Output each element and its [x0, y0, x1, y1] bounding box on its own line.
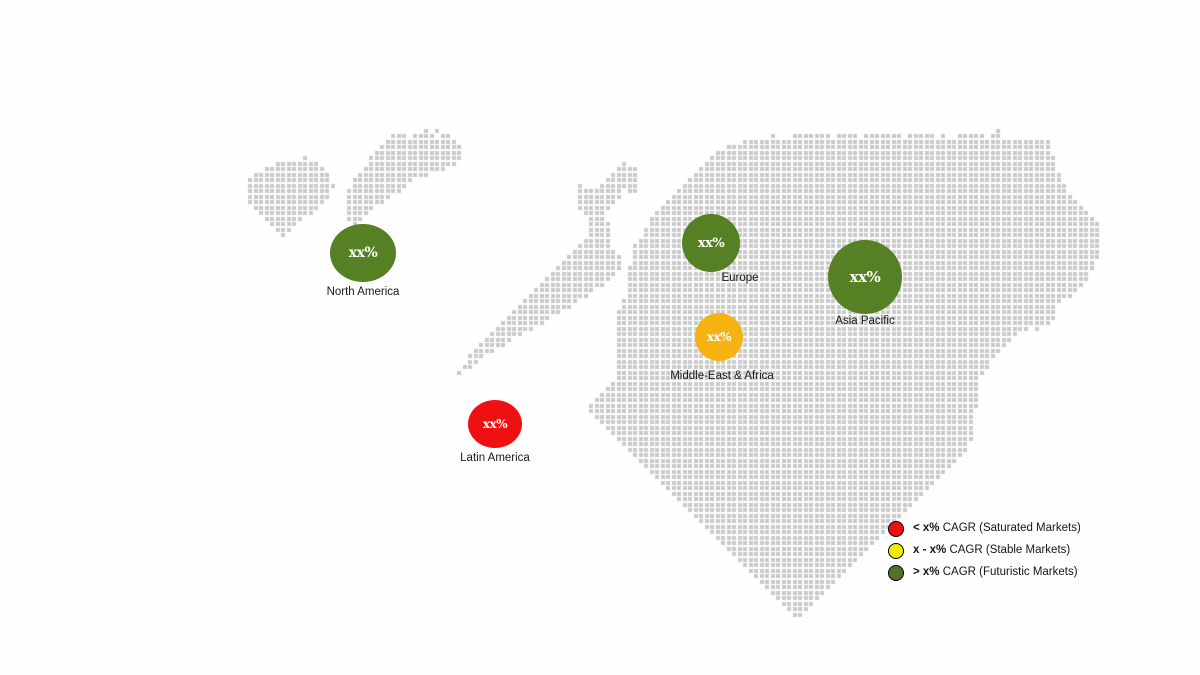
region-bubble-value: xx% [706, 330, 732, 344]
legend-item-saturated[interactable]: < x% CAGR (Saturated Markets) [888, 518, 1088, 540]
legend-description: CAGR (Saturated Markets) [939, 522, 1081, 535]
legend-threshold: > x% [913, 566, 940, 579]
region-bubble-north-america[interactable]: xx% [330, 224, 396, 282]
legend-item-futuristic[interactable]: > x% CAGR (Futuristic Markets) [888, 562, 1088, 584]
legend: < x% CAGR (Saturated Markets) x - x% CAGR… [888, 518, 1088, 584]
legend-label-stable: x - x% CAGR (Stable Markets) [913, 545, 1070, 557]
region-label-north-america: North America [326, 286, 400, 298]
region-bubble-value: xx% [849, 267, 881, 286]
region-bubble-middle-east-africa[interactable]: xx% [695, 313, 743, 361]
legend-label-futuristic: > x% CAGR (Futuristic Markets) [913, 567, 1078, 579]
legend-item-stable[interactable]: x - x% CAGR (Stable Markets) [888, 540, 1088, 562]
legend-label-saturated: < x% CAGR (Saturated Markets) [913, 523, 1081, 535]
region-bubble-asia-pacific[interactable]: xx% [828, 240, 902, 314]
region-label-asia-pacific: Asia Pacific [835, 315, 895, 327]
legend-description: CAGR (Futuristic Markets) [939, 566, 1078, 579]
legend-threshold: x - x% [913, 544, 947, 557]
region-bubble-latin-america[interactable]: xx% [468, 400, 522, 448]
region-bubble-value: xx% [348, 245, 378, 261]
region-bubble-value: xx% [697, 235, 725, 251]
region-label-europe: Europe [721, 272, 759, 284]
region-bubble-value: xx% [482, 417, 508, 431]
legend-dot-stable-icon [888, 543, 904, 559]
legend-description: CAGR (Stable Markets) [946, 544, 1071, 557]
region-bubble-europe[interactable]: xx% [682, 214, 740, 272]
legend-dot-futuristic-icon [888, 565, 904, 581]
region-label-latin-america: Latin America [460, 452, 530, 464]
legend-dot-saturated-icon [888, 521, 904, 537]
region-label-middle-east-africa: Middle-East & Africa [670, 370, 774, 382]
legend-threshold: < x% [913, 522, 940, 535]
